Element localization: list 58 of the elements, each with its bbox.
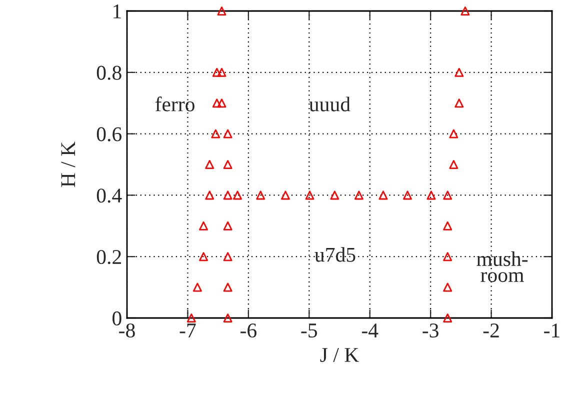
point xyxy=(256,190,266,200)
x-tick-label: -7 xyxy=(180,324,196,338)
y-tick-label: 1 xyxy=(114,4,121,18)
x-tick-label: -6 xyxy=(240,324,256,338)
point xyxy=(223,129,232,138)
point xyxy=(354,190,364,200)
point xyxy=(217,98,226,108)
point xyxy=(403,190,412,200)
annotation: mush- room xyxy=(476,251,528,282)
point xyxy=(217,6,226,16)
x-tick-label: -3 xyxy=(422,324,438,338)
annotation: ferro xyxy=(155,96,194,112)
point xyxy=(449,129,458,138)
x-tick-label: -2 xyxy=(483,324,499,338)
y-tick-label: 0.4 xyxy=(96,188,122,203)
point xyxy=(443,252,452,262)
y-tick-label: 0 xyxy=(112,311,122,326)
point xyxy=(460,6,470,16)
point xyxy=(223,252,232,262)
point xyxy=(280,190,290,200)
x-tick-label: -8 xyxy=(119,323,135,338)
point xyxy=(199,221,208,230)
y-tick-label: 0.2 xyxy=(96,250,121,264)
point xyxy=(205,190,214,200)
x-axis-title: J / K xyxy=(320,348,359,362)
x-tick-label: -4 xyxy=(362,324,378,338)
point xyxy=(223,282,232,292)
point xyxy=(454,98,464,108)
point xyxy=(211,129,220,138)
point xyxy=(212,98,222,108)
point xyxy=(223,160,232,169)
y-axis-title: H / K xyxy=(61,142,76,188)
point xyxy=(426,190,436,200)
point xyxy=(192,282,202,292)
point xyxy=(233,190,242,200)
point xyxy=(443,190,452,200)
annotation: u7d5 xyxy=(314,247,356,262)
annotation: uuud xyxy=(309,96,350,112)
point xyxy=(443,282,452,292)
point xyxy=(443,221,452,230)
point xyxy=(330,190,340,200)
point xyxy=(217,68,226,77)
y-tick-label: 0.6 xyxy=(96,127,122,142)
point xyxy=(199,252,208,262)
point xyxy=(186,314,196,322)
x-tick-label: -1 xyxy=(544,324,560,338)
point xyxy=(454,68,464,77)
point xyxy=(443,314,452,322)
x-tick-label: -5 xyxy=(301,324,318,338)
point xyxy=(378,190,388,200)
point xyxy=(223,190,232,200)
point xyxy=(449,160,458,169)
point xyxy=(223,221,232,230)
point xyxy=(212,68,222,77)
point xyxy=(305,190,314,200)
y-tick-label: 0.8 xyxy=(96,66,122,80)
point xyxy=(223,314,232,322)
point xyxy=(205,160,214,169)
